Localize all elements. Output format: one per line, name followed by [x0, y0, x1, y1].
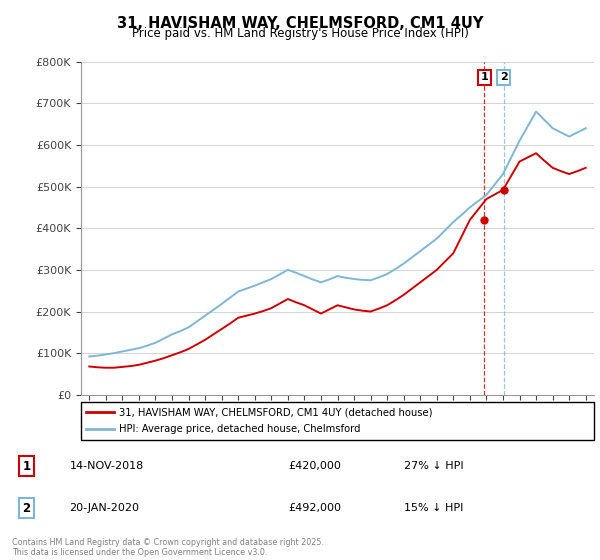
Text: £492,000: £492,000 — [289, 503, 341, 513]
Text: £420,000: £420,000 — [289, 461, 341, 471]
Text: 27% ↓ HPI: 27% ↓ HPI — [404, 461, 463, 471]
Text: Contains HM Land Registry data © Crown copyright and database right 2025.
This d: Contains HM Land Registry data © Crown c… — [12, 538, 324, 557]
Text: 2: 2 — [22, 502, 31, 515]
Text: HPI: Average price, detached house, Chelmsford: HPI: Average price, detached house, Chel… — [119, 424, 361, 434]
Text: 1: 1 — [22, 460, 31, 473]
Text: 15% ↓ HPI: 15% ↓ HPI — [404, 503, 463, 513]
Text: 31, HAVISHAM WAY, CHELMSFORD, CM1 4UY (detached house): 31, HAVISHAM WAY, CHELMSFORD, CM1 4UY (d… — [119, 407, 433, 417]
Text: 1: 1 — [481, 72, 488, 82]
Text: 2: 2 — [500, 72, 508, 82]
Text: Price paid vs. HM Land Registry's House Price Index (HPI): Price paid vs. HM Land Registry's House … — [131, 27, 469, 40]
Text: 14-NOV-2018: 14-NOV-2018 — [70, 461, 144, 471]
Text: 31, HAVISHAM WAY, CHELMSFORD, CM1 4UY: 31, HAVISHAM WAY, CHELMSFORD, CM1 4UY — [117, 16, 483, 31]
FancyBboxPatch shape — [81, 402, 594, 440]
Text: 20-JAN-2020: 20-JAN-2020 — [70, 503, 140, 513]
